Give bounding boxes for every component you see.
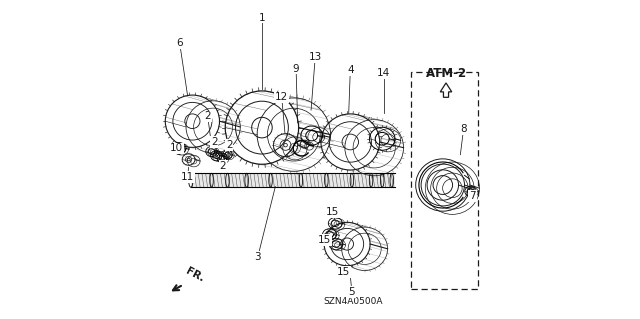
Polygon shape [191, 173, 395, 187]
Text: 11: 11 [181, 172, 195, 182]
Text: FR.: FR. [184, 266, 205, 284]
Text: 3: 3 [255, 252, 261, 262]
Text: 15: 15 [318, 235, 332, 245]
Text: 12: 12 [275, 92, 289, 102]
Text: 2: 2 [226, 140, 232, 150]
Text: 4: 4 [347, 65, 354, 75]
Text: 14: 14 [377, 68, 390, 78]
Text: 15: 15 [337, 267, 351, 277]
Text: 13: 13 [308, 52, 322, 63]
Text: 5: 5 [349, 287, 355, 297]
Text: 15: 15 [326, 207, 339, 217]
Text: SZN4A0500A: SZN4A0500A [324, 297, 383, 306]
Text: 6: 6 [177, 38, 183, 48]
Text: 10: 10 [170, 143, 183, 153]
Text: 8: 8 [460, 124, 467, 134]
Text: ATM-2: ATM-2 [426, 67, 467, 80]
Text: 9: 9 [292, 63, 300, 74]
Polygon shape [440, 83, 452, 97]
Text: 2: 2 [211, 137, 218, 147]
Text: 7: 7 [469, 191, 476, 201]
Text: 2: 2 [220, 161, 226, 171]
Text: 1: 1 [259, 12, 265, 23]
Text: 2: 2 [204, 111, 211, 122]
